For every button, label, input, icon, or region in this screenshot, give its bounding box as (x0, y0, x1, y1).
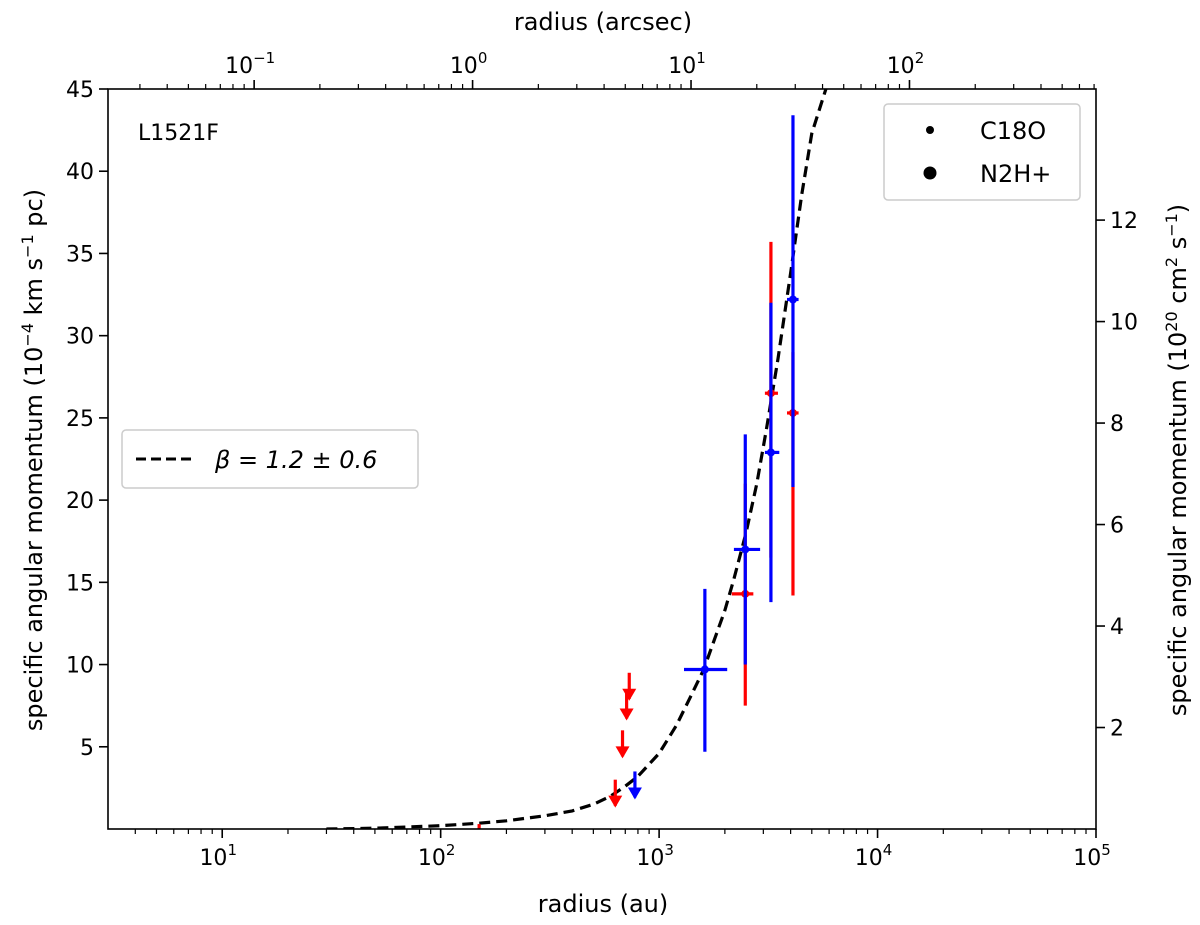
upper-limit-s1-0-head (627, 787, 642, 800)
legend-label-c18o: C18O (980, 117, 1046, 145)
upper-limit-s0-4-head (472, 840, 486, 852)
x-tick-label: 101 (199, 841, 237, 871)
y-tick-label: 40 (66, 160, 94, 185)
x-top-tick-label: 101 (668, 49, 706, 79)
x-tick-label-exp: 2 (446, 841, 456, 859)
x-tick-label-base: 10 (636, 846, 664, 871)
y-right-axis-label: specific angular momentum (1020 cm2 s−1) (1162, 204, 1192, 716)
fit-curve (326, 89, 828, 829)
y-right-tick-label: 6 (1110, 514, 1124, 539)
legend-label-n2h: N2H+ (980, 160, 1051, 188)
y-tick-label: 30 (66, 325, 94, 350)
y-tick-label: 35 (66, 242, 94, 267)
data-point-s1-1 (741, 545, 750, 554)
x-tick-label-exp: 1 (227, 841, 237, 859)
x-top-tick-label: 102 (887, 49, 925, 79)
plot-area (326, 89, 828, 852)
x-top-tick-label-exp: −1 (253, 49, 275, 67)
x-tick-label-base: 10 (1073, 846, 1101, 871)
y-tick-label: 10 (66, 654, 94, 679)
x-top-tick-label-exp: 1 (696, 49, 706, 67)
x-tick-label-base: 10 (855, 846, 883, 871)
y-right-tick-label: 12 (1110, 209, 1138, 234)
y-axis-label-exp: −4 (18, 323, 37, 347)
legend-marker-n2h (923, 166, 937, 180)
x-tick-label-base: 10 (199, 846, 227, 871)
x-axis-label: radius (au) (538, 890, 668, 918)
x-top-tick-label-base: 10 (450, 54, 478, 79)
y-tick-label: 25 (66, 407, 94, 432)
y-axis-label-exp: −1 (18, 234, 37, 258)
x-tick-label-base: 10 (418, 846, 446, 871)
y-axis-label: specific angular momentum (10−4 km s−1 p… (18, 189, 48, 731)
y-tick-label: 20 (66, 489, 94, 514)
y-right-tick-label: 8 (1110, 412, 1124, 437)
x-tick-label: 104 (855, 841, 893, 871)
y-right-axis-label-part: ) (1164, 204, 1192, 213)
x-top-axis-label: radius (arcsec) (514, 8, 692, 36)
x-top-tick-label-base: 10 (668, 54, 696, 79)
y-right-tick-label: 10 (1110, 311, 1138, 336)
y-axis-label-part: km s (20, 258, 48, 323)
plot-content (326, 89, 828, 852)
x-tick-label-exp: 5 (1101, 841, 1111, 859)
y-right-tick-label: 2 (1110, 717, 1124, 742)
x-top-tick-label-base: 10 (887, 54, 915, 79)
y-tick-label: 45 (66, 78, 94, 103)
y-right-axis-label-exp: 20 (1162, 311, 1181, 331)
data-point-s1-2 (766, 448, 775, 457)
y-axis-label-part: pc) (20, 189, 48, 234)
upper-limit-s0-1-head (615, 746, 630, 759)
plot-frame (107, 88, 1097, 830)
y-right-axis-label-part: s (1164, 237, 1192, 257)
y-right-tick-label: 4 (1110, 615, 1124, 640)
y-right-axis-label-exp: −1 (1162, 213, 1181, 237)
x-top-tick-label-base: 10 (225, 54, 253, 79)
legend-markers: C18O N2H+ (883, 103, 1081, 201)
x-top-tick-label: 10−1 (225, 49, 275, 79)
y-right-axis-label-part: specific angular momentum (10 (1164, 332, 1192, 717)
x-tick-label: 105 (1073, 841, 1111, 871)
y-tick-label: 15 (66, 571, 94, 596)
x-tick-label: 103 (636, 841, 674, 871)
data-point-s1-0 (700, 665, 709, 674)
x-top-tick-label-exp: 0 (478, 49, 488, 67)
legend-fit-box (121, 429, 419, 489)
legend-fit: β = 1.2 ± 0.6 (121, 429, 419, 489)
legend-marker-c18o (926, 126, 934, 134)
y-tick-label: 5 (80, 736, 94, 761)
y-right-axis-label-exp: 2 (1162, 257, 1181, 267)
data-point-s1-3 (788, 295, 797, 304)
y-right-axis-label-part: cm (1164, 267, 1192, 311)
x-tick-label-exp: 3 (664, 841, 674, 859)
upper-limit-s0-2-head (619, 708, 634, 721)
x-tick-label: 102 (418, 841, 456, 871)
y-axis-label-part: specific angular momentum (10 (20, 347, 48, 732)
legend-fit-label: β = 1.2 ± 0.6 (214, 446, 377, 474)
x-top-tick-label: 100 (450, 49, 488, 79)
x-tick-label-exp: 4 (883, 841, 893, 859)
upper-limit-s0-3-head (622, 688, 637, 701)
upper-limit-s0-0-head (608, 795, 623, 808)
x-top-tick-label-exp: 2 (915, 49, 925, 67)
panel-label: L1521F (138, 121, 219, 146)
